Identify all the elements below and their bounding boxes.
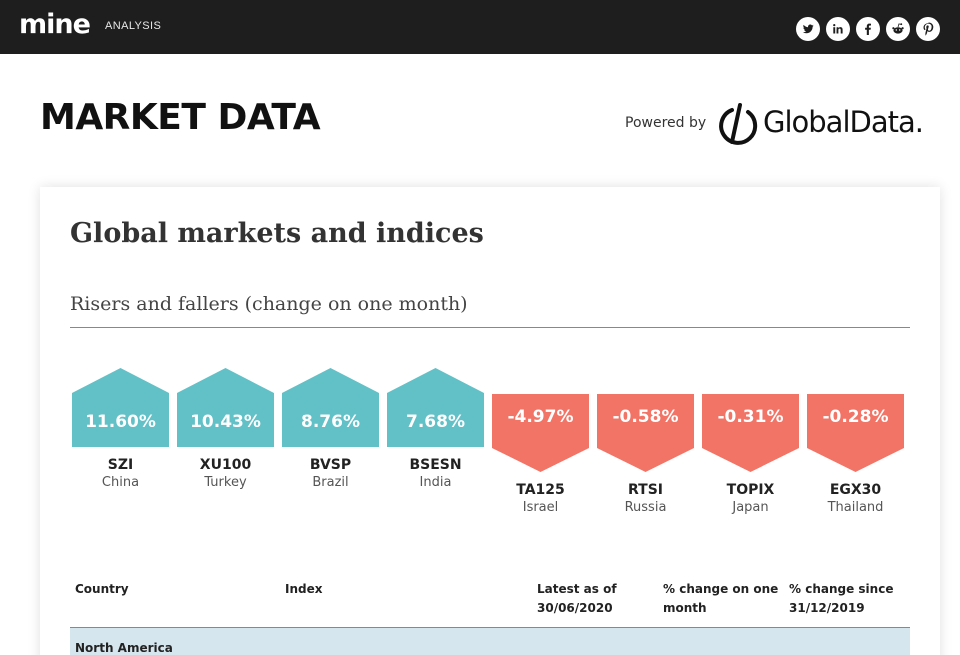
globaldata-logo[interactable]: GlobalData. [718, 100, 942, 148]
column-header-month-change[interactable]: % change on one month [663, 582, 779, 615]
section-title: Global markets and indices [70, 218, 484, 249]
reddit-icon[interactable] [886, 17, 910, 41]
facebook-icon[interactable] [856, 17, 880, 41]
mover-change: 8.76% [301, 412, 360, 432]
mover-index-code: BSESN [409, 457, 462, 473]
mover-country: Russia [624, 500, 667, 515]
mover-country: Israel [522, 500, 559, 515]
column-header-country[interactable]: Country [75, 582, 129, 596]
powered-by-label: Powered by [625, 115, 707, 131]
mover-change: 11.60% [85, 412, 156, 432]
mover-index-code: RTSI [628, 482, 663, 498]
mover-index-code: SZI [107, 457, 134, 473]
column-header-ytd-change[interactable]: % change since 31/12/2019 [789, 582, 894, 615]
mover-change: -0.58% [612, 407, 679, 427]
site-logo[interactable]: mine [19, 9, 91, 40]
globaldata-wordmark: GlobalData. [763, 105, 924, 139]
mover-country: Turkey [204, 475, 247, 490]
faller-badge-shape [597, 394, 694, 472]
mover-country: China [101, 475, 140, 490]
region-label: North America [75, 641, 173, 655]
faller-badge-shape [492, 394, 589, 472]
twitter-icon[interactable] [796, 17, 820, 41]
mover-change: -0.28% [822, 407, 889, 427]
riser-badge-shape [282, 368, 379, 447]
risers-fallers-subtitle: Risers and fallers (change on one month) [70, 293, 468, 315]
globaldata-mark-icon [719, 103, 758, 145]
social-share-bar [796, 17, 940, 41]
page-title: MARKET DATA [40, 97, 321, 138]
region-row[interactable]: North America [70, 628, 910, 655]
mover-country: Japan [732, 500, 769, 515]
mover-change: 10.43% [190, 412, 261, 432]
column-header-index[interactable]: Index [285, 582, 323, 596]
mover-change: -0.31% [717, 407, 784, 427]
mover-index-code: EGX30 [829, 482, 882, 498]
mover-index-code: TOPIX [726, 482, 775, 498]
nav-link-analysis[interactable]: ANALYSIS [105, 20, 162, 32]
mover-country: India [419, 475, 452, 490]
mover-change: 7.68% [406, 412, 465, 432]
riser-badge-shape [387, 368, 484, 447]
mover-index-code: BVSP [309, 457, 352, 473]
top-navigation-bar: mine ANALYSIS [0, 0, 960, 54]
column-header-latest[interactable]: Latest as of 30/06/2020 [537, 582, 617, 615]
riser-badge-shape [177, 368, 274, 447]
market-data-card: Global markets and indices Risers and fa… [40, 187, 940, 655]
mover-country: Thailand [827, 500, 884, 515]
faller-badge-shape [807, 394, 904, 472]
linkedin-icon[interactable] [826, 17, 850, 41]
table-header-rule [70, 627, 910, 628]
mover-country: Brazil [312, 475, 349, 490]
riser-badge-shape [72, 368, 169, 447]
mover-index-code: TA125 [516, 482, 565, 498]
mover-index-code: XU100 [199, 457, 252, 473]
mover-change: -4.97% [507, 407, 574, 427]
faller-badge-shape [702, 394, 799, 472]
pinterest-icon[interactable] [916, 17, 940, 41]
divider [70, 327, 910, 328]
